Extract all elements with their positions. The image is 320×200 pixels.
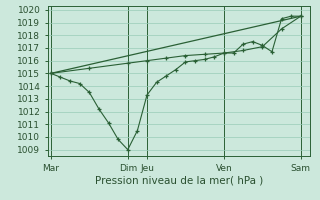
X-axis label: Pression niveau de la mer( hPa ): Pression niveau de la mer( hPa ) [95, 175, 263, 185]
